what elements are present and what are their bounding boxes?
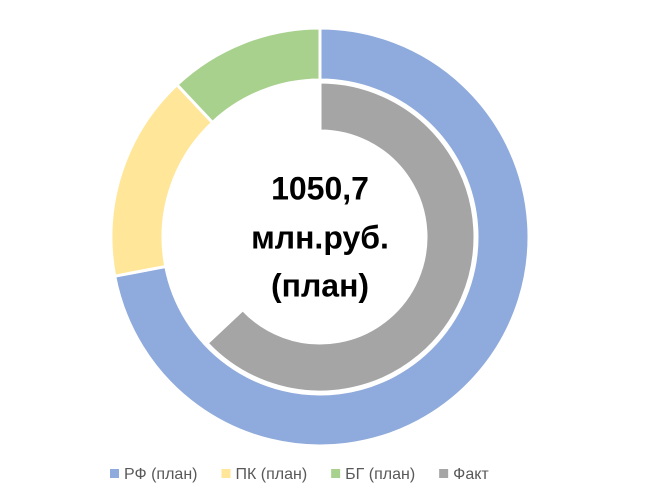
ring-segment (174, 26, 322, 125)
legend-label: РФ (план) (124, 466, 198, 483)
legend-label: БГ (план) (345, 466, 415, 483)
legend-marker (110, 469, 119, 478)
legend-marker (221, 469, 231, 478)
ring-segment (112, 26, 531, 448)
legend-marker (439, 469, 449, 478)
center-text: (план) (271, 267, 369, 303)
legend-label: ПК (план) (236, 466, 308, 483)
center-text: 1050,7 (271, 170, 369, 206)
ring-segment (163, 80, 322, 346)
legend-marker (331, 469, 341, 478)
center-text: млн.руб. (251, 219, 389, 255)
legend-label: Факт (453, 466, 489, 483)
ring-segment (204, 80, 477, 394)
